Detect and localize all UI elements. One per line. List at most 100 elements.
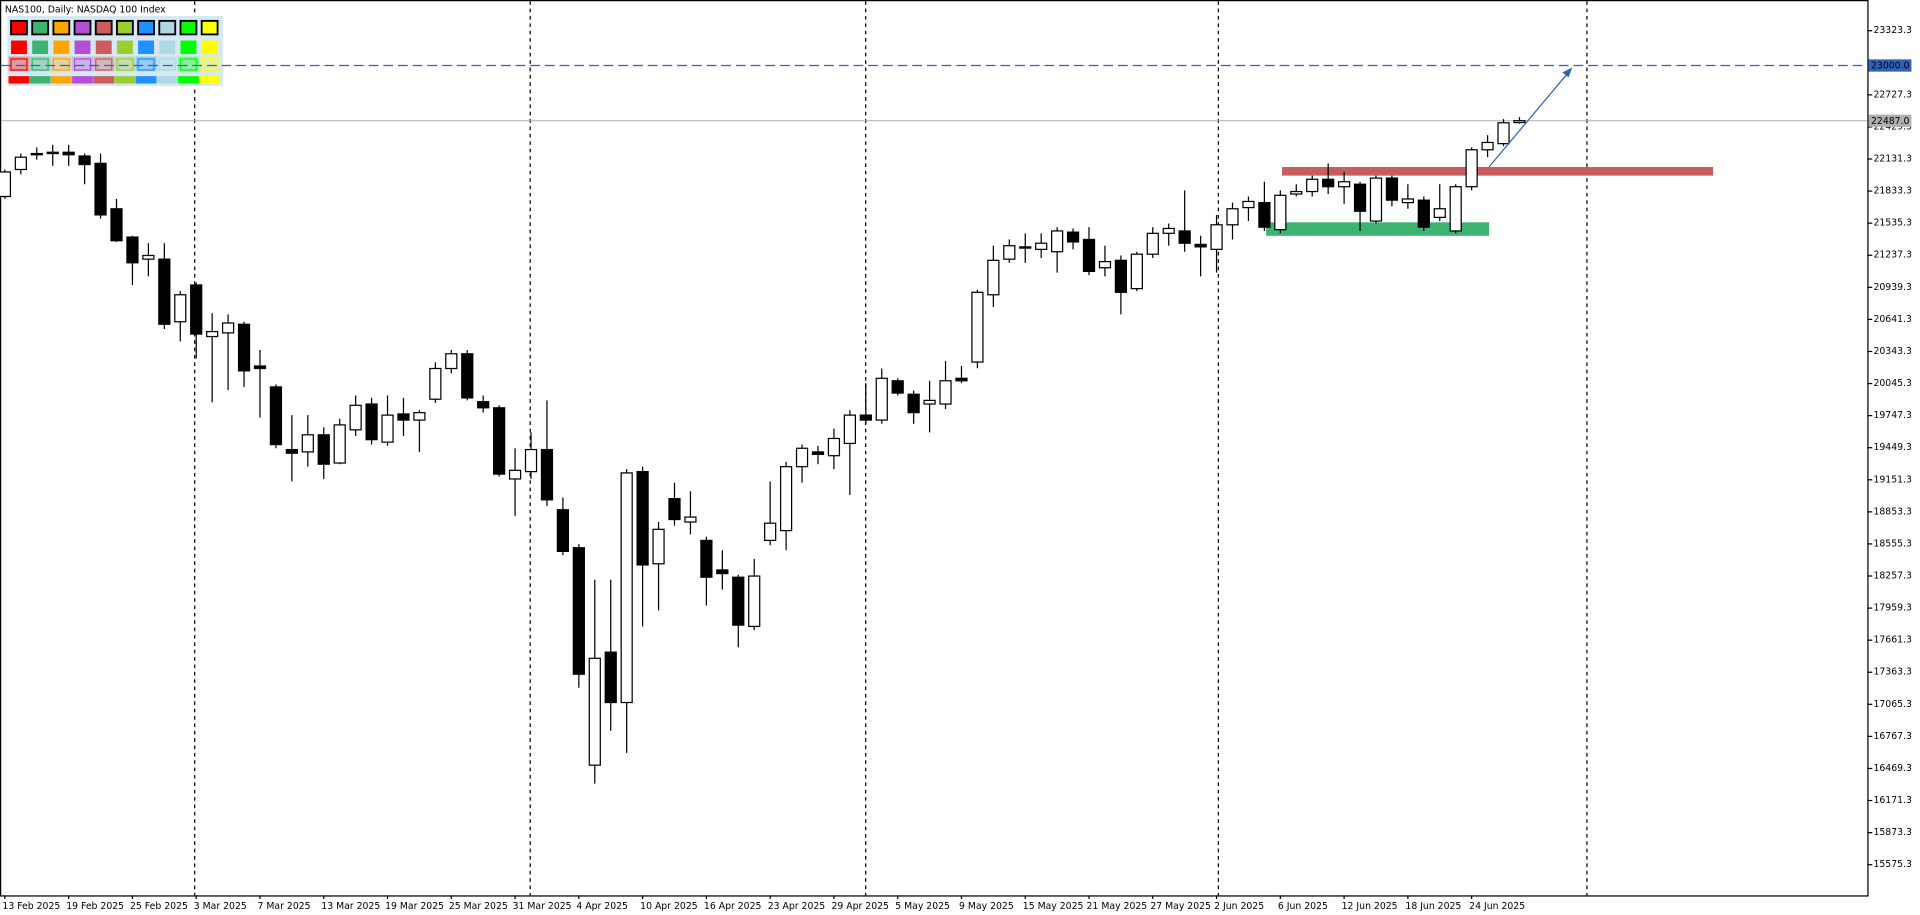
swatch bbox=[94, 19, 113, 36]
x-tick-label: 19 Feb 2025 bbox=[66, 901, 124, 912]
x-tick-label: 13 Mar 2025 bbox=[321, 901, 380, 912]
x-tick-label: 24 Jun 2025 bbox=[1469, 901, 1525, 912]
swatch bbox=[199, 76, 221, 84]
candle-body bbox=[221, 322, 235, 334]
candle-body bbox=[190, 284, 203, 335]
swatch bbox=[10, 19, 28, 36]
arrow-head bbox=[1562, 67, 1573, 78]
candle-body bbox=[30, 152, 43, 156]
swatch bbox=[114, 56, 136, 72]
candle-body bbox=[1242, 200, 1255, 209]
candle-body bbox=[1465, 149, 1478, 188]
x-tick-label: 5 May 2025 bbox=[895, 901, 950, 912]
candle-body bbox=[1449, 186, 1462, 232]
x-tick-label: 25 Mar 2025 bbox=[449, 901, 508, 912]
candle-body bbox=[891, 380, 904, 394]
candle-body bbox=[1417, 199, 1430, 228]
y-tick-label: 20939.3 bbox=[1873, 282, 1912, 293]
swatch bbox=[135, 76, 157, 84]
swatch bbox=[72, 56, 93, 72]
candle-body bbox=[269, 386, 283, 446]
candle-body bbox=[1210, 224, 1223, 250]
candle-body bbox=[652, 528, 665, 565]
candle-body bbox=[1035, 242, 1048, 250]
x-tick-label: 31 Mar 2025 bbox=[513, 901, 572, 912]
swatch bbox=[178, 56, 199, 72]
y-tick-label: 17959.3 bbox=[1873, 603, 1912, 614]
x-tick-label: 6 Jun 2025 bbox=[1278, 901, 1328, 912]
candle-body bbox=[253, 365, 267, 370]
candle-body bbox=[1082, 238, 1096, 273]
candle-body bbox=[1385, 177, 1399, 201]
candle-body bbox=[1274, 194, 1287, 231]
candle-body bbox=[1162, 227, 1175, 234]
swatch bbox=[50, 56, 72, 72]
y-tick-label: 16767.3 bbox=[1873, 731, 1912, 742]
swatch bbox=[201, 58, 219, 71]
candle-body bbox=[94, 162, 107, 216]
candle-body bbox=[1369, 177, 1383, 222]
plot-frame bbox=[0, 0, 1869, 897]
candle-body bbox=[1497, 122, 1510, 145]
candle-body bbox=[716, 569, 729, 575]
swatch bbox=[114, 76, 136, 84]
candle-body bbox=[413, 412, 426, 421]
candle-body bbox=[174, 294, 187, 323]
swatch bbox=[199, 56, 221, 72]
candle-body bbox=[381, 414, 394, 443]
y-tick-label: 21833.3 bbox=[1873, 186, 1912, 197]
y-tick-label: 16469.3 bbox=[1873, 763, 1912, 774]
price-label-bg bbox=[1868, 114, 1912, 127]
swatch bbox=[159, 40, 176, 55]
candle-body bbox=[955, 377, 968, 382]
swatch bbox=[10, 58, 28, 71]
zones bbox=[1, 64, 1868, 236]
candle-body bbox=[110, 208, 123, 242]
candle-body bbox=[1513, 120, 1526, 124]
y-tick-label: 20343.3 bbox=[1873, 346, 1912, 357]
swatch bbox=[116, 40, 133, 55]
swatch bbox=[29, 76, 51, 84]
x-tick-label: 12 Jun 2025 bbox=[1342, 901, 1398, 912]
candle-body bbox=[732, 576, 745, 626]
swatch bbox=[178, 76, 199, 84]
candle-body bbox=[317, 434, 330, 465]
candle-body bbox=[1066, 231, 1080, 243]
candle-body bbox=[206, 330, 219, 338]
candle-body bbox=[158, 258, 171, 325]
period-separators bbox=[194, 1, 1588, 896]
candle-body bbox=[365, 403, 378, 441]
y-tick-label: 19747.3 bbox=[1873, 410, 1912, 421]
y-tick-label: 20641.3 bbox=[1873, 314, 1912, 325]
swatch bbox=[156, 76, 178, 84]
candle-body bbox=[1146, 232, 1159, 255]
swatch bbox=[31, 19, 50, 36]
candle-body bbox=[1051, 230, 1064, 253]
candle-body bbox=[1114, 259, 1128, 293]
y-tick-label: 21535.3 bbox=[1873, 218, 1912, 229]
swatch bbox=[158, 58, 176, 71]
candle-body bbox=[142, 254, 155, 260]
swatch bbox=[93, 76, 115, 84]
candle-body bbox=[700, 539, 713, 578]
swatch bbox=[137, 19, 155, 36]
x-tick-label: 23 Apr 2025 bbox=[768, 901, 826, 912]
x-tick-label: 3 Mar 2025 bbox=[194, 901, 247, 912]
price-label-bg bbox=[1868, 59, 1912, 72]
candle-body bbox=[1098, 261, 1112, 269]
x-tick-label: 19 Mar 2025 bbox=[385, 901, 444, 912]
candle-body bbox=[923, 399, 936, 405]
candle-body bbox=[1337, 181, 1351, 188]
candle-body bbox=[1003, 245, 1016, 260]
x-tick-label: 10 Apr 2025 bbox=[640, 901, 698, 912]
x-tick-label: 16 Apr 2025 bbox=[704, 901, 762, 912]
x-tick-label: 18 Jun 2025 bbox=[1405, 901, 1461, 912]
swatch bbox=[50, 76, 72, 84]
price-label: 22487.0 bbox=[1871, 116, 1910, 127]
candle-body bbox=[333, 424, 346, 464]
candle-body bbox=[508, 469, 522, 480]
swatch bbox=[8, 76, 30, 84]
candle-body bbox=[827, 437, 841, 457]
candle-body bbox=[237, 323, 251, 372]
y-tick-label: 19449.3 bbox=[1873, 442, 1912, 453]
